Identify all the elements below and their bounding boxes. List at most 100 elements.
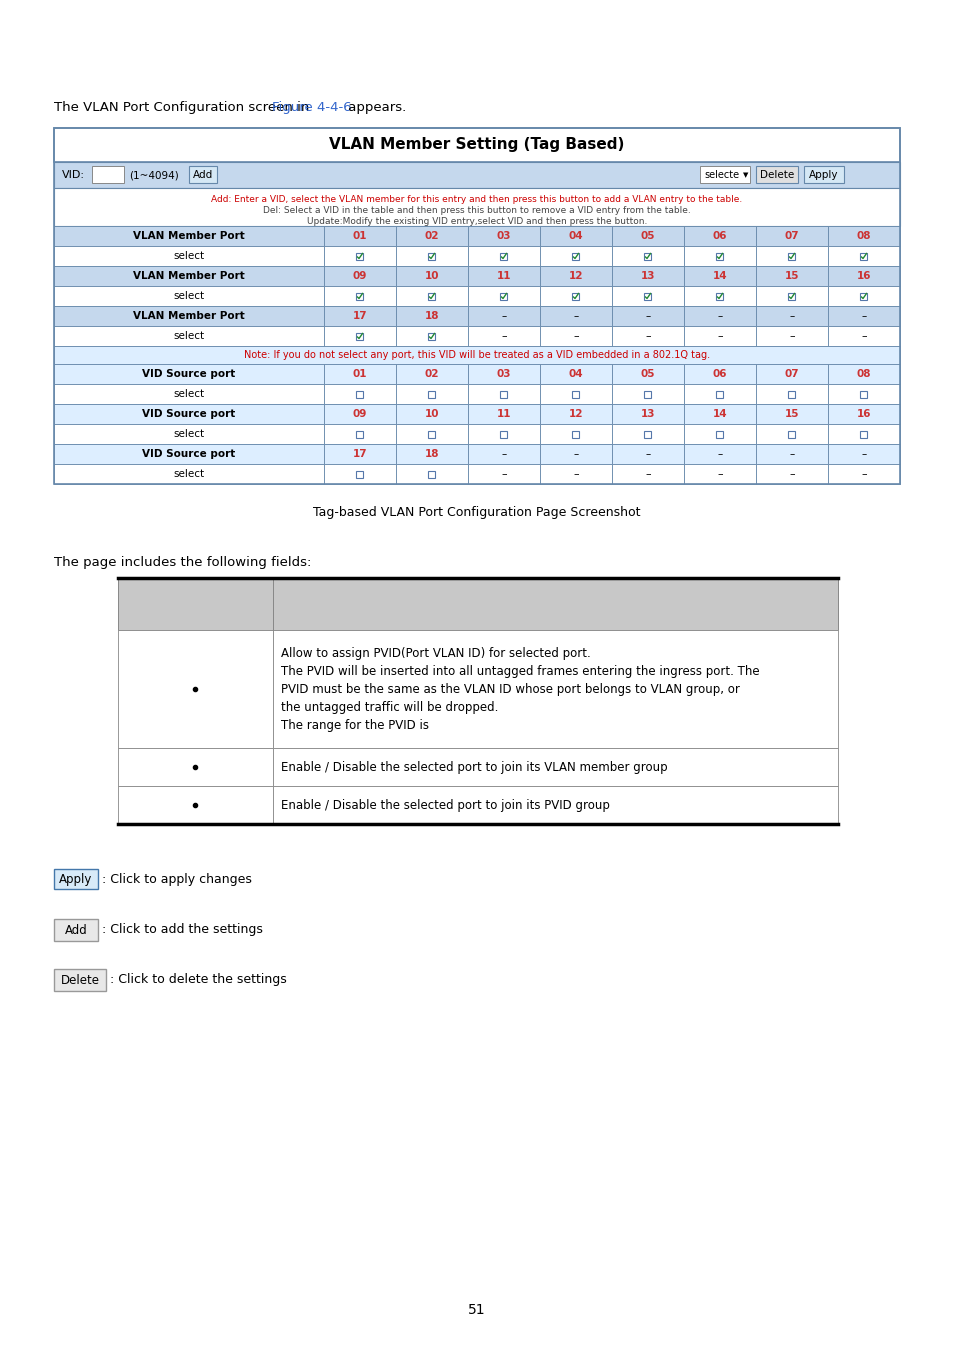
Text: select: select	[173, 251, 204, 261]
Text: The VLAN Port Configuration screen in: The VLAN Port Configuration screen in	[54, 101, 314, 115]
Text: –: –	[788, 468, 794, 479]
Bar	[395, 464, 468, 485]
Text: –: –	[500, 468, 506, 479]
Text: 14: 14	[712, 409, 726, 418]
Bar	[54, 424, 324, 444]
Bar	[612, 424, 683, 444]
Bar	[788, 390, 795, 397]
Bar	[395, 266, 468, 286]
Text: –: –	[788, 331, 794, 342]
Text: 02: 02	[424, 231, 438, 242]
Bar	[827, 246, 899, 266]
Bar	[428, 293, 435, 300]
Bar	[612, 286, 683, 306]
Bar	[54, 162, 899, 188]
Bar	[788, 252, 795, 259]
Bar	[860, 431, 866, 437]
Bar	[428, 471, 435, 478]
Bar	[428, 431, 435, 437]
Bar	[468, 444, 539, 464]
Bar	[539, 444, 612, 464]
Bar	[827, 266, 899, 286]
Text: Update:Modify the existing VID entry,select VID and then press the button.: Update:Modify the existing VID entry,sel…	[307, 217, 646, 225]
Text: 08: 08	[856, 369, 870, 379]
Text: VID Source port: VID Source port	[142, 409, 235, 418]
Text: Apply: Apply	[59, 872, 92, 886]
Bar	[716, 293, 722, 300]
Bar	[54, 246, 324, 266]
Text: 10: 10	[424, 409, 438, 418]
Bar	[755, 325, 827, 346]
Bar	[468, 404, 539, 424]
Bar	[273, 748, 837, 786]
Text: 16: 16	[856, 409, 870, 418]
Bar	[612, 464, 683, 485]
Text: –: –	[717, 310, 721, 321]
Bar	[572, 431, 578, 437]
Bar	[54, 464, 324, 485]
Bar	[700, 166, 749, 184]
Bar	[356, 332, 363, 339]
Bar	[827, 364, 899, 383]
Text: Note: If you do not select any port, this VID will be treated as a VID embedded : Note: If you do not select any port, thi…	[244, 350, 709, 360]
Text: –: –	[501, 310, 506, 321]
Text: Add: Add	[65, 923, 88, 937]
Bar	[356, 471, 363, 478]
Bar	[539, 383, 612, 404]
Bar	[395, 424, 468, 444]
Bar	[683, 225, 755, 246]
Text: Del: Select a VID in the table and then press this button to remove a VID entry : Del: Select a VID in the table and then …	[263, 207, 690, 215]
Text: : Click to add the settings: : Click to add the settings	[102, 923, 263, 937]
Bar	[755, 383, 827, 404]
Bar	[539, 325, 612, 346]
Bar	[468, 325, 539, 346]
Bar	[683, 364, 755, 383]
Text: 18: 18	[424, 310, 438, 321]
Bar	[683, 286, 755, 306]
Text: 07: 07	[784, 369, 799, 379]
Bar	[54, 128, 899, 485]
Bar	[54, 346, 899, 365]
Text: selecte: selecte	[703, 170, 739, 180]
Text: select: select	[173, 389, 204, 400]
Text: 15: 15	[784, 409, 799, 418]
Bar	[54, 404, 324, 424]
Text: select: select	[173, 331, 204, 342]
Text: 14: 14	[712, 271, 726, 281]
Bar	[273, 786, 837, 824]
Bar	[468, 383, 539, 404]
Text: 06: 06	[712, 369, 726, 379]
Bar	[395, 306, 468, 325]
Bar	[324, 306, 395, 325]
Bar	[395, 364, 468, 383]
Bar	[468, 364, 539, 383]
Bar	[612, 364, 683, 383]
Bar	[500, 390, 507, 397]
Bar	[612, 225, 683, 246]
Bar	[827, 225, 899, 246]
Text: 13: 13	[640, 271, 655, 281]
Bar	[860, 390, 866, 397]
Bar	[860, 293, 866, 300]
Bar	[612, 306, 683, 325]
Bar	[755, 286, 827, 306]
Bar	[827, 306, 899, 325]
Text: The page includes the following fields:: The page includes the following fields:	[54, 556, 311, 568]
Text: appears.: appears.	[344, 101, 406, 115]
Text: 15: 15	[784, 271, 799, 281]
Text: 04: 04	[568, 369, 582, 379]
Bar	[755, 225, 827, 246]
Bar	[324, 404, 395, 424]
Bar	[644, 252, 651, 259]
Text: 03: 03	[497, 369, 511, 379]
Bar	[395, 286, 468, 306]
Bar	[54, 919, 98, 941]
Bar	[612, 266, 683, 286]
Bar	[612, 404, 683, 424]
Bar	[118, 630, 273, 748]
Text: 51: 51	[468, 1303, 485, 1318]
Text: –: –	[573, 450, 578, 459]
Bar	[500, 293, 507, 300]
Bar	[827, 444, 899, 464]
Text: 08: 08	[856, 231, 870, 242]
